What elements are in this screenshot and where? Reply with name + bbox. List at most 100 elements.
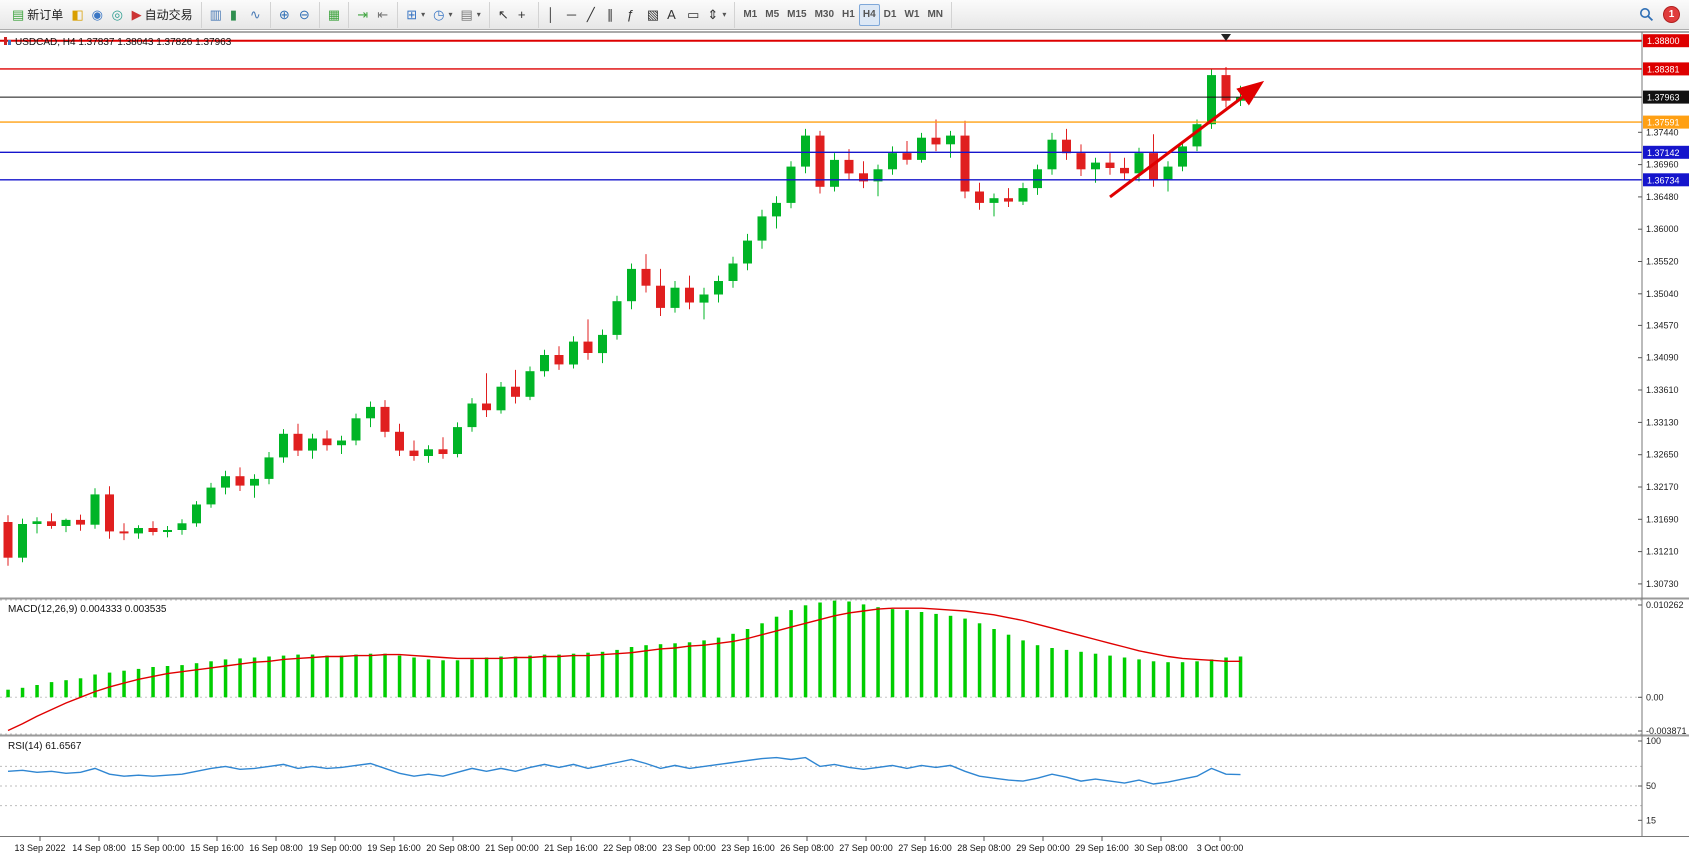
svg-text:29 Sep 00:00: 29 Sep 00:00 (1016, 843, 1070, 853)
chart-shift-button[interactable]: ⇤ (373, 4, 393, 26)
svg-text:1.32170: 1.32170 (1646, 482, 1679, 492)
timeframe-mn-button-label: MN (927, 9, 943, 20)
timeframe-m30-button-label: M30 (814, 9, 835, 20)
trendline-icon: ╱ (586, 7, 595, 22)
trendline-button[interactable]: ╱ (583, 4, 603, 26)
rsi-title: RSI(14) 61.6567 (8, 741, 82, 752)
dropdown-caret-icon: ▾ (421, 10, 426, 19)
toolbar-right: 1 (1636, 5, 1685, 25)
charts-button[interactable]: ◧ (67, 4, 87, 26)
tile-windows-icon: ▦ (327, 7, 341, 22)
timeframe-m30-button[interactable]: M30 (811, 4, 838, 26)
svg-text:26 Sep 08:00: 26 Sep 08:00 (780, 843, 834, 853)
svg-text:1.37963: 1.37963 (1647, 93, 1680, 103)
arrows-button[interactable]: ⇕ ▾ (703, 4, 730, 26)
svg-text:15 Sep 00:00: 15 Sep 00:00 (131, 843, 185, 853)
macd-signal-line (7, 607, 1241, 732)
timeframe-h4-button-label: H4 (862, 9, 876, 20)
svg-text:1.37440: 1.37440 (1646, 127, 1679, 137)
cursor-button[interactable]: ↖ (494, 4, 514, 26)
candles (3, 67, 1245, 566)
svg-text:1.37142: 1.37142 (1647, 148, 1680, 158)
main-toolbar: ▤ 新订单 ◧ ◉ ◎ ▶ 自动交易 ▥ ▮ ∿ ⊕ ⊖ ▦ ⇥ ⇤ ⊞ ▾ ◷ ▾ ▤ ▾ ↖ + │ ─ ╱ ∥ ƒ ▧ A ▭ ⇕ ▾ M1… (0, 0, 1689, 30)
dropdown-caret-icon: ▾ (722, 10, 727, 19)
text-label-icon: ▭ (687, 7, 700, 22)
arrows-icon: ⇕ (707, 7, 719, 22)
new-chart-button[interactable]: ⊞ ▾ (402, 4, 429, 26)
notification-count: 1 (1668, 9, 1675, 20)
timeframe-d1-button[interactable]: D1 (880, 4, 901, 26)
scroll-group: ⇥ ⇤ (349, 1, 399, 28)
shapes-button[interactable]: ▧ (643, 4, 663, 26)
svg-text:1.33130: 1.33130 (1646, 417, 1679, 427)
svg-text:1.32650: 1.32650 (1646, 450, 1679, 460)
new-order-button[interactable]: ▤ 新订单 (8, 4, 67, 26)
window-group: ▦ (320, 1, 350, 28)
price-chart[interactable]: USDCAD, H4 1.37837 1.38043 1.37826 1.379… (0, 30, 1689, 858)
market-watch-button[interactable]: ◉ (88, 4, 108, 26)
svg-text:19 Sep 16:00: 19 Sep 16:00 (367, 843, 421, 853)
svg-text:20 Sep 08:00: 20 Sep 08:00 (426, 843, 480, 853)
profiles-button[interactable]: ◷ ▾ (429, 4, 456, 26)
trend-arrow[interactable] (1109, 80, 1265, 199)
bar-chart-button[interactable]: ▥ (206, 4, 226, 26)
price-axis[interactable]: 1.37440 1.36960 1.36480 1.36000 1.35520 1.350… (1638, 34, 1689, 825)
svg-text:1.36960: 1.36960 (1646, 160, 1679, 170)
timeframe-m5-button[interactable]: M5 (761, 4, 783, 26)
candlestick-chart-icon: ▮ (229, 7, 238, 22)
svg-text:13 Sep 2022: 13 Sep 2022 (14, 843, 65, 853)
vertical-line-button[interactable]: │ (543, 4, 563, 26)
time-axis[interactable]: 13 Sep 2022 14 Sep 08:00 15 Sep 00:00 15 Se… (14, 836, 1243, 853)
navigator-button[interactable]: ◎ (108, 4, 128, 26)
svg-text:16 Sep 08:00: 16 Sep 08:00 (249, 843, 303, 853)
chart-shift-marker[interactable] (1221, 34, 1231, 41)
macd-panel: MACD(12,26,9) 0.004333 0.003535 (0, 599, 1642, 735)
horizontal-line-button[interactable]: ─ (563, 4, 583, 26)
chart-title: USDCAD, H4 1.37837 1.38043 1.37826 1.379… (4, 37, 232, 48)
timeframe-h1-button[interactable]: H1 (838, 4, 859, 26)
main-chart-panel: USDCAD, H4 1.37837 1.38043 1.37826 1.379… (0, 34, 1642, 566)
market-watch-icon: ◉ (91, 7, 103, 22)
timeframe-m1-button[interactable]: M1 (739, 4, 761, 26)
horizontal-levels (0, 39, 1642, 181)
crosshair-button[interactable]: + (514, 4, 534, 26)
svg-text:1.33610: 1.33610 (1646, 385, 1679, 395)
timeframe-h1-button-label: H1 (842, 9, 855, 20)
zoom-in-button[interactable]: ⊕ (275, 4, 295, 26)
svg-text:1.36480: 1.36480 (1646, 192, 1679, 202)
svg-text:29 Sep 16:00: 29 Sep 16:00 (1075, 843, 1129, 853)
chart-icon (4, 37, 11, 45)
search-icon (1639, 8, 1653, 22)
timeframe-w1-button[interactable]: W1 (900, 4, 923, 26)
fibonacci-button[interactable]: ƒ (623, 4, 643, 26)
channel-button[interactable]: ∥ (603, 4, 623, 26)
zoom-out-button[interactable]: ⊖ (295, 4, 315, 26)
auto-trading-button[interactable]: ▶ 自动交易 (128, 4, 197, 26)
chart-shift-icon: ⇤ (377, 7, 389, 22)
text-icon: A (667, 7, 676, 22)
zoom-group: ⊕ ⊖ (271, 1, 320, 28)
search-button[interactable] (1636, 5, 1656, 25)
timeframe-m15-button[interactable]: M15 (783, 4, 810, 26)
candlestick-chart-button[interactable]: ▮ (226, 4, 246, 26)
timeframe-h4-button[interactable]: H4 (858, 3, 880, 26)
dropdown-caret-icon: ▾ (448, 10, 453, 19)
zoom-out-icon: ⊖ (298, 7, 310, 22)
auto-scroll-button[interactable]: ⇥ (353, 4, 373, 26)
timeframe-mn-button[interactable]: MN (923, 4, 947, 26)
svg-text:3 Oct 00:00: 3 Oct 00:00 (1197, 843, 1244, 853)
timeframe-m5-button-label: M5 (765, 9, 780, 20)
text-label-button[interactable]: ▭ (683, 4, 703, 26)
timeframe-m1-button-label: M1 (743, 9, 758, 20)
text-button[interactable]: A (663, 4, 683, 26)
line-chart-button[interactable]: ∿ (246, 4, 266, 26)
price-badge-1.38381 (1643, 62, 1689, 76)
draw-group: │ ─ ╱ ∥ ƒ ▧ A ▭ ⇕ ▾ (539, 1, 736, 28)
new-chart-icon: ⊞ (406, 7, 418, 22)
notification-badge[interactable]: 1 (1663, 6, 1680, 23)
tile-windows-button[interactable]: ▦ (324, 4, 344, 26)
cursor-group: ↖ + (490, 1, 539, 28)
chart-area: USDCAD, H4 1.37837 1.38043 1.37826 1.379… (0, 30, 1689, 858)
svg-text:1.35040: 1.35040 (1646, 289, 1679, 299)
templates-button[interactable]: ▤ ▾ (457, 4, 485, 26)
